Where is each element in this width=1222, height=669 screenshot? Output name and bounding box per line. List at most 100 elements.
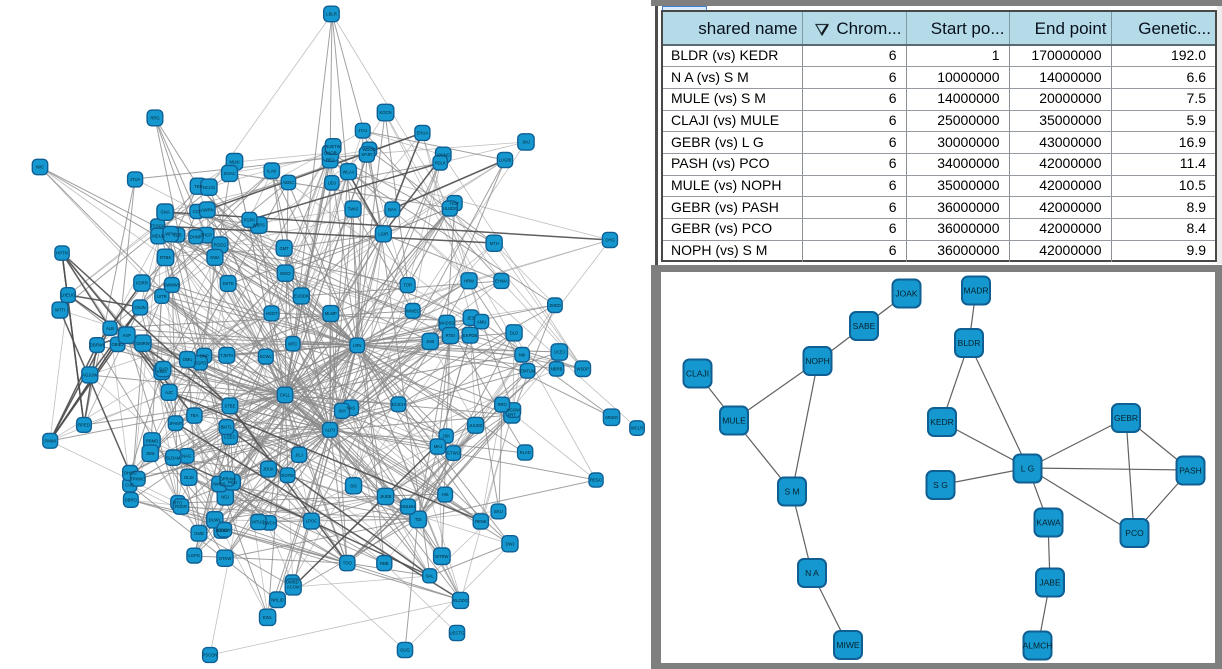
svg-text:MNSO: MNSO xyxy=(605,415,618,420)
svg-text:ALB: ALB xyxy=(106,326,114,331)
svg-text:MDUG: MDUG xyxy=(152,234,165,239)
svg-text:PMWI: PMWI xyxy=(44,438,55,443)
svg-text:TDI: TDI xyxy=(415,517,422,522)
svg-text:WCLR: WCLR xyxy=(631,426,643,431)
svg-text:UUJDS: UUJDS xyxy=(443,206,457,211)
svg-text:JSK: JSK xyxy=(442,434,450,439)
svg-text:LUGBI: LUGBI xyxy=(499,158,512,163)
svg-text:ONP: ONP xyxy=(200,353,209,358)
svg-text:UWBD: UWBD xyxy=(286,580,299,585)
svg-text:RGER: RGER xyxy=(175,504,187,509)
svg-text:BLDR: BLDR xyxy=(958,338,981,348)
svg-text:PSCON: PSCON xyxy=(203,653,218,658)
svg-text:TOR: TOR xyxy=(403,283,412,288)
svg-text:GWA: GWA xyxy=(210,255,220,260)
svg-text:OHG: OHG xyxy=(605,238,615,243)
svg-text:LDB: LDB xyxy=(174,233,182,238)
svg-text:OMU: OMU xyxy=(183,357,193,362)
svg-text:SABE: SABE xyxy=(853,321,876,331)
svg-text:WLAA: WLAA xyxy=(343,169,355,174)
svg-text:BAA: BAA xyxy=(388,207,397,212)
svg-text:GNA: GNA xyxy=(161,210,170,215)
svg-text:RGEG: RGEG xyxy=(214,243,226,248)
svg-text:GEBR: GEBR xyxy=(1114,413,1138,423)
svg-text:RBMD: RBMD xyxy=(146,439,158,444)
svg-text:PGU: PGU xyxy=(228,480,237,485)
svg-text:RRO: RRO xyxy=(497,402,507,407)
svg-text:JABE: JABE xyxy=(1039,578,1061,588)
svg-text:JTAJ: JTAJ xyxy=(358,128,367,133)
svg-text:GMRW: GMRW xyxy=(136,341,150,346)
svg-text:JILJ: JILJ xyxy=(295,452,303,457)
svg-text:RPED: RPED xyxy=(78,423,90,428)
svg-text:AEDC: AEDC xyxy=(283,180,295,185)
svg-text:LGIR: LGIR xyxy=(378,231,388,236)
svg-text:THCP: THCP xyxy=(201,233,213,238)
svg-text:UDJ: UDJ xyxy=(328,180,336,185)
svg-text:SIH: SIH xyxy=(339,408,346,413)
svg-text:MIWE: MIWE xyxy=(836,640,859,650)
svg-text:S M: S M xyxy=(784,487,799,497)
svg-text:JOAK: JOAK xyxy=(895,289,918,299)
svg-text:JMJ: JMJ xyxy=(522,140,530,145)
svg-text:WADSD: WADSD xyxy=(439,321,454,326)
svg-text:SLBAM: SLBAM xyxy=(166,455,181,460)
svg-text:MULE: MULE xyxy=(722,416,746,426)
svg-text:AMU: AMU xyxy=(477,319,486,324)
svg-text:EMTLW: EMTLW xyxy=(520,369,535,374)
svg-text:RENK: RENK xyxy=(475,519,487,524)
svg-text:REJ: REJ xyxy=(326,158,334,163)
svg-text:AGJUW: AGJUW xyxy=(82,373,97,378)
svg-text:IKDBE: IKDBE xyxy=(216,528,229,533)
svg-text:SUO: SUO xyxy=(159,367,169,372)
svg-text:KWMWS: KWMWS xyxy=(163,283,180,288)
svg-text:DHNR: DHNR xyxy=(190,234,202,239)
svg-text:ECWL: ECWL xyxy=(260,354,273,359)
svg-text:KPJR: KPJR xyxy=(361,152,372,157)
svg-text:ECICH: ECICH xyxy=(392,402,405,407)
svg-text:S G: S G xyxy=(933,480,948,490)
svg-text:TCSGK: TCSGK xyxy=(150,224,165,229)
svg-text:EUODK: EUODK xyxy=(294,294,309,299)
svg-text:DLO: DLO xyxy=(510,331,519,336)
svg-text:HPTN: HPTN xyxy=(56,251,67,256)
svg-text:GTWIJ: GTWIJ xyxy=(447,451,460,456)
svg-text:OLDI: OLDI xyxy=(184,475,194,480)
svg-text:WBPS: WBPS xyxy=(253,223,266,228)
svg-text:PGPK: PGPK xyxy=(244,218,256,223)
svg-text:HGDT: HGDT xyxy=(266,311,278,316)
svg-text:JWS: JWS xyxy=(146,451,155,456)
svg-text:GMT: GMT xyxy=(279,246,289,251)
svg-text:JHB: JHB xyxy=(426,339,434,344)
svg-text:KEDR: KEDR xyxy=(930,417,954,427)
svg-text:BKITL: BKITL xyxy=(221,425,233,430)
svg-text:OTKW: OTKW xyxy=(219,556,232,561)
svg-text:NDJ: NDJ xyxy=(221,495,229,500)
svg-text:CGPD: CGPD xyxy=(194,360,206,365)
svg-text:TBA: TBA xyxy=(190,413,198,418)
svg-text:LBLR: LBLR xyxy=(326,12,336,17)
svg-text:KSRR: KSRR xyxy=(136,281,148,286)
svg-text:NIII: NIII xyxy=(519,352,526,357)
svg-text:SOAC: SOAC xyxy=(224,171,236,176)
svg-text:WTRW: WTRW xyxy=(435,554,448,559)
svg-text:RRG: RRG xyxy=(150,116,159,121)
svg-text:MKJ: MKJ xyxy=(434,444,442,449)
svg-text:UITR: UITR xyxy=(157,294,167,299)
svg-text:NOPH: NOPH xyxy=(805,356,830,366)
svg-text:EWL: EWL xyxy=(263,615,273,620)
svg-text:RTBS: RTBS xyxy=(160,255,171,260)
svg-text:WWEC: WWEC xyxy=(406,309,420,314)
svg-text:HRW: HRW xyxy=(464,278,474,283)
svg-text:ASP: ASP xyxy=(123,333,132,338)
svg-text:MLNI: MLNI xyxy=(229,159,239,164)
svg-text:LGEC: LGEC xyxy=(224,434,235,439)
svg-text:NBRB: NBRB xyxy=(551,367,563,372)
svg-text:UECTG: UECTG xyxy=(450,631,465,636)
svg-text:SCSW: SCSW xyxy=(218,527,231,532)
svg-text:RLODG: RLODG xyxy=(453,598,468,603)
svg-text:DBRO: DBRO xyxy=(125,498,138,503)
svg-text:NHLID: NHLID xyxy=(271,597,284,602)
svg-text:LHEUG: LHEUG xyxy=(61,293,75,298)
svg-text:TWIS: TWIS xyxy=(348,207,359,212)
